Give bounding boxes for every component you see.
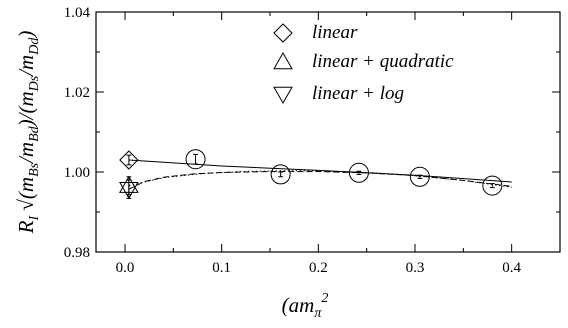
- x-axis-title: (amπ2: [282, 291, 329, 321]
- axis-ticks: [96, 11, 561, 253]
- legend-label-linear: linear: [312, 22, 358, 43]
- fit-line-dotted: [128, 170, 512, 188]
- legend-label-linear-quadratic: linear + quadratic: [312, 51, 454, 72]
- data-point-triangle-down: [119, 181, 139, 200]
- x-tick-label: 0.0: [116, 260, 135, 276]
- y-tick-label: 0.98: [64, 245, 90, 261]
- x-tick-label: 0.3: [406, 260, 425, 276]
- y-tick-label: 1.02: [64, 85, 90, 101]
- data-point-circle: [348, 162, 369, 183]
- legend-marker-diamond: [273, 23, 293, 43]
- data-point-circle: [185, 149, 206, 170]
- legend: linear linear + quadratic linear + log: [273, 22, 454, 105]
- y-axis-title: RI √(mBs/mBd)/(mDs/mDd): [14, 31, 42, 235]
- data-point-diamond: [119, 150, 139, 170]
- y-tick-label: 1.04: [64, 5, 91, 21]
- fit-curves: [128, 159, 512, 190]
- legend-label-linear-log: linear + log: [312, 83, 404, 104]
- x-tick-label: 0.2: [309, 260, 328, 276]
- fit-line-dashed: [128, 171, 512, 190]
- fit-line-solid: [128, 159, 512, 183]
- legend-marker-triangle-up: [273, 51, 293, 70]
- y-tick-label: 1.00: [64, 165, 90, 181]
- data-point-circle: [270, 164, 291, 185]
- data-points: [119, 149, 503, 200]
- tick-labels: 0.0 0.1 0.2 0.3 0.4 0.98 1.00 1.02 1.04: [64, 5, 522, 276]
- plot-frame: [95, 11, 561, 253]
- legend-marker-triangle-down: [273, 86, 293, 105]
- data-point-circle: [482, 175, 503, 196]
- x-tick-label: 0.4: [502, 260, 521, 276]
- x-tick-label: 0.1: [212, 260, 231, 276]
- data-point-circle: [409, 166, 430, 187]
